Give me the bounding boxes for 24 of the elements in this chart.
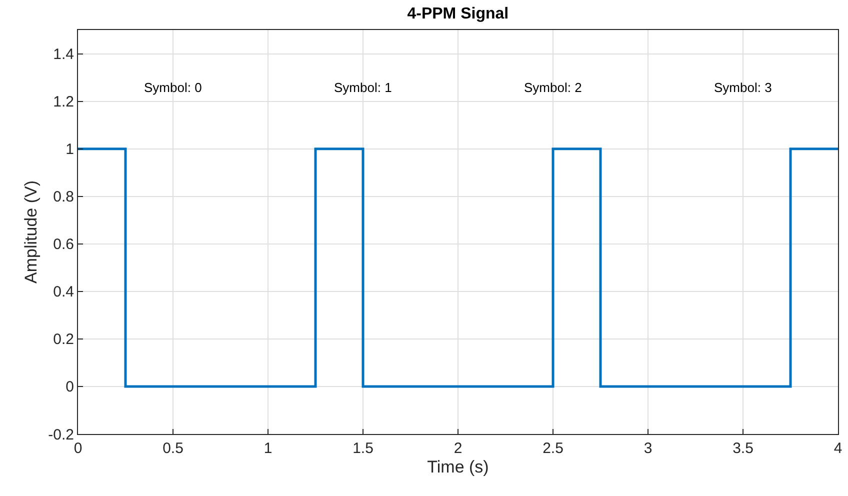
x-tick-label: 2 <box>454 440 462 457</box>
x-tick-label: 3.5 <box>732 440 754 457</box>
y-axis-title: Amplitude (V) <box>22 180 41 284</box>
x-tick-label: 3 <box>644 440 652 457</box>
x-tick-label: 2.5 <box>542 440 564 457</box>
x-tick-label: 0.5 <box>162 440 184 457</box>
x-tick-label: 1.5 <box>352 440 374 457</box>
y-tick-label: -0.2 <box>48 426 74 444</box>
x-tick-label: 4 <box>834 440 842 457</box>
x-axis-title: Time (s) <box>427 457 489 476</box>
y-tick-label: 1 <box>66 141 74 158</box>
y-tick-label: 1.4 <box>53 46 74 64</box>
y-tick-label: 0 <box>66 378 74 396</box>
y-tick-label: 0.8 <box>53 188 74 206</box>
y-tick-label: 0.4 <box>53 284 74 301</box>
annotation: Symbol: 0 <box>144 80 202 95</box>
chart-title: 4-PPM Signal <box>407 6 509 23</box>
annotation: Symbol: 1 <box>334 80 392 95</box>
x-tick-label: 1 <box>264 440 272 457</box>
y-tick-label: 1.2 <box>53 94 74 111</box>
y-tick-label: 0.2 <box>53 331 74 348</box>
y-tick-label: 0.6 <box>53 236 74 254</box>
annotation: Symbol: 3 <box>714 80 772 95</box>
annotation: Symbol: 2 <box>524 80 582 95</box>
